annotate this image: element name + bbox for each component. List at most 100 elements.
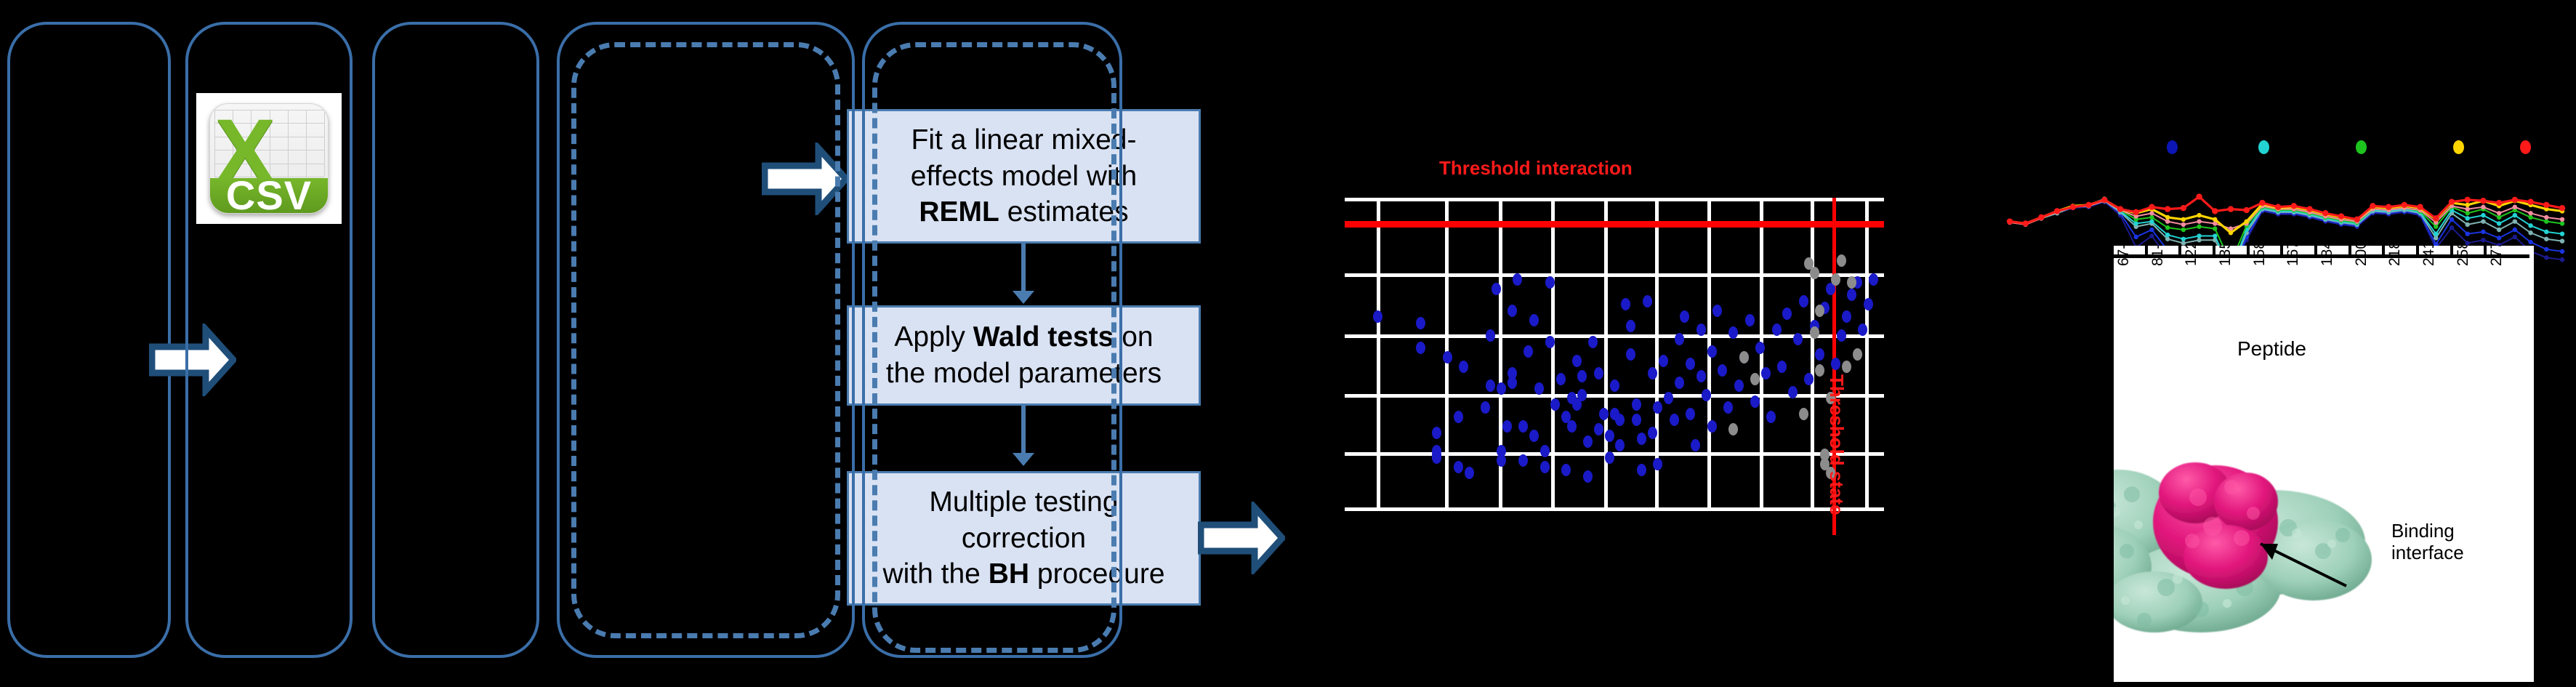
line-marker — [2133, 209, 2139, 216]
scatter-point-significant — [1497, 382, 1507, 395]
line-marker — [2181, 241, 2186, 246]
scatter-point-significant — [1486, 329, 1496, 342]
scatter-point-significant — [1432, 426, 1442, 439]
line-marker — [2464, 196, 2471, 204]
scatter-point-significant — [1561, 411, 1571, 423]
line-marker — [2197, 212, 2202, 218]
scatter-point-nonsignificant — [1831, 273, 1841, 286]
scatter-point-significant — [1415, 342, 1425, 355]
line-marker — [2481, 238, 2486, 243]
scatter-point-significant — [1814, 348, 1824, 361]
line-marker — [2544, 246, 2549, 252]
line-marker — [2196, 193, 2202, 200]
line-marker — [2528, 230, 2533, 236]
x-tick-mark — [2314, 246, 2317, 257]
line-marker — [2449, 217, 2455, 222]
threshold-interaction-label: Threshold interaction — [1439, 157, 1633, 179]
line-marker — [2212, 208, 2218, 214]
line-marker — [2481, 212, 2486, 218]
scatter-point-significant — [1604, 429, 1614, 442]
scatter-point-significant — [1582, 470, 1593, 483]
line-marker — [2559, 249, 2565, 254]
line-marker — [2213, 226, 2218, 231]
scatter-point-nonsignificant — [1852, 348, 1862, 361]
scatter-point-nonsignificant — [1739, 351, 1750, 364]
line-marker — [2165, 214, 2170, 220]
legend-dot-4 — [2453, 140, 2464, 154]
scatter-point-nonsignificant — [1798, 407, 1808, 420]
scatter-point-nonsignificant — [1820, 448, 1830, 461]
line-marker — [2496, 236, 2502, 241]
scatter-point-significant — [1604, 451, 1614, 464]
line-marker — [2512, 227, 2518, 233]
scatter-point-significant — [1734, 379, 1744, 392]
scatter-point-significant — [1680, 310, 1690, 324]
scatter-point-significant — [1696, 370, 1706, 383]
scatter-point-significant — [1620, 298, 1630, 311]
line-marker — [2512, 234, 2518, 240]
scatter-point-significant — [1524, 345, 1534, 358]
scatter-point-significant — [1777, 361, 1787, 374]
x-tick-label: 218-237 — [2386, 246, 2404, 266]
scatter-point-nonsignificant — [1836, 254, 1846, 267]
scatter-point-significant — [1610, 379, 1619, 392]
line-marker — [2465, 231, 2470, 236]
results-figure-card: 0.0 1-1528-4463-7367-7581-101122-129135-… — [2114, 246, 2534, 682]
scatter-point-nonsignificant — [1809, 267, 1819, 280]
scatter-point-significant — [1453, 460, 1463, 473]
line-marker — [2117, 206, 2124, 212]
line-marker — [2559, 231, 2565, 236]
line-marker — [2227, 206, 2234, 212]
scatter-point-significant — [1626, 320, 1636, 333]
scatter-point-significant — [1566, 419, 1577, 433]
scatter-point-significant — [1502, 419, 1512, 433]
legend-dot-3 — [2356, 140, 2367, 154]
scatter-point-significant — [1637, 433, 1647, 446]
line-marker — [2544, 206, 2549, 212]
scatter-point-significant — [1518, 454, 1528, 467]
line-marker — [2197, 238, 2202, 243]
line-marker — [2165, 236, 2170, 241]
x-axis-label: Peptide — [2237, 337, 2306, 360]
line-marker — [2197, 219, 2202, 224]
scatter-point-significant — [1836, 329, 1846, 342]
scatter-point-significant — [1518, 419, 1528, 433]
scatter-point-significant — [1696, 323, 1706, 336]
line-marker — [2528, 211, 2533, 216]
line-marker — [2528, 223, 2533, 228]
scatter-point-significant — [1582, 435, 1593, 449]
scatter-point-significant — [1771, 323, 1782, 336]
line-marker — [2543, 201, 2550, 209]
scatter-point-significant — [1691, 438, 1701, 451]
x-tick-label: 67-75 — [2115, 246, 2132, 266]
line-marker — [2544, 255, 2549, 260]
connector-fit-to-wald-arrowhead — [1013, 291, 1034, 304]
scatter-point-significant — [1798, 294, 1808, 308]
line-marker — [2496, 227, 2502, 233]
line-marker — [2481, 219, 2486, 224]
line-marker — [2149, 214, 2154, 220]
line-marker — [2465, 222, 2470, 228]
protein-structure-figure — [2114, 462, 2372, 632]
line-marker — [2434, 241, 2439, 247]
scatter-point-significant — [1486, 379, 1496, 392]
line-marker — [2322, 210, 2329, 217]
line-marker — [2465, 211, 2470, 216]
scatter-point-significant — [1415, 317, 1425, 329]
x-tick-label: 81-101 — [2149, 246, 2167, 266]
scatter-point-significant — [1702, 388, 1712, 401]
process-box-fit-model: Fit a linear mixed- effects model with R… — [847, 109, 1201, 244]
scatter-point-nonsignificant — [1814, 304, 1824, 317]
scatter-point-significant — [1664, 392, 1674, 405]
model-panel — [372, 22, 539, 658]
scatter-point-significant — [1561, 464, 1571, 477]
x-tick-label: 184-199 — [2319, 246, 2336, 266]
scatter-point-significant — [1372, 310, 1382, 324]
scatter-point-significant — [1491, 282, 1501, 295]
line-marker — [2434, 231, 2439, 236]
x-tick-label: 200-214 — [2353, 246, 2370, 266]
line-marker — [2181, 236, 2186, 241]
scatter-point-nonsignificant — [1814, 363, 1824, 377]
line-series-s8 — [2009, 201, 2563, 277]
line-marker — [2180, 204, 2187, 212]
